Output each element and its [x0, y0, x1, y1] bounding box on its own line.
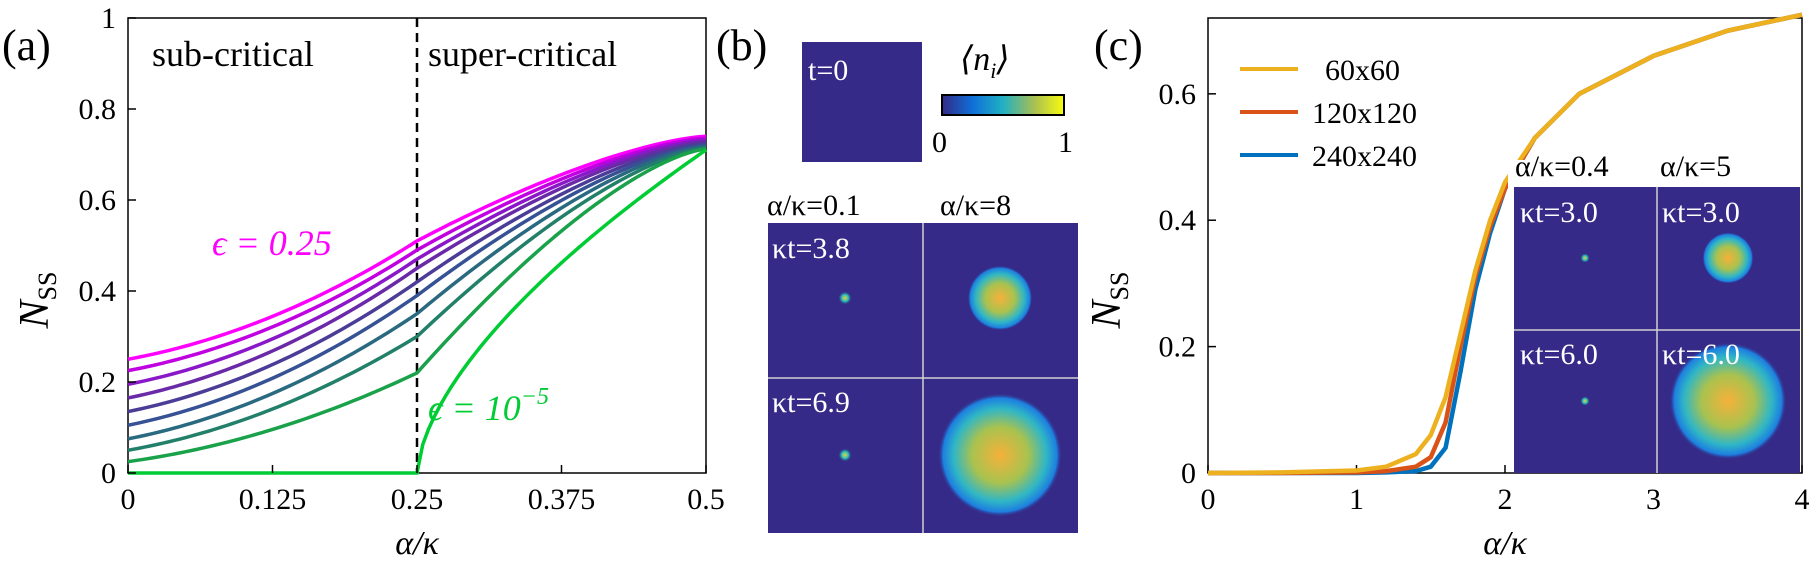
legend-label-240: 240x240 — [1312, 140, 1417, 173]
c-xtick-label-2: 2 — [1498, 483, 1513, 516]
a-series-6 — [127, 145, 707, 441]
a-series-4 — [127, 141, 707, 414]
super-critical-label: super-critical — [428, 34, 617, 74]
b-spot-low-early — [838, 291, 852, 305]
a-xtick-label-1: 0.125 — [239, 483, 307, 516]
inset-title-bg — [1508, 160, 1668, 190]
panel-a-ticks: 0 0.125 0.25 0.375 0.5 0 0.2 0.4 0.6 0.8 1 — [79, 2, 725, 516]
a-series-8 — [127, 147, 707, 464]
a-series-3 — [127, 140, 707, 400]
a-xtick-label-0: 0 — [121, 483, 136, 516]
c-spot-high-late — [1669, 342, 1787, 460]
a-ytick-label-2: 0.4 — [79, 275, 117, 308]
legend-label-120: 120x120 — [1312, 97, 1417, 130]
c-ytick-label-2: 0.4 — [1159, 204, 1197, 237]
colorbar-min: 0 — [932, 126, 947, 159]
panel-b: (b) t=0 ⟨ni⟩ 0 1 α/κ=0.1 α/κ=8 κt=3.8 κt… — [716, 21, 1078, 533]
legend: 60x60 120x120 240x240 — [1240, 54, 1417, 173]
sub-critical-label: sub-critical — [152, 34, 314, 74]
c-inset-bl: κt=6.0 — [1520, 338, 1598, 371]
a-series-1 — [127, 136, 707, 373]
c-inset-col-left: α/κ=0.4 — [1515, 150, 1609, 183]
c-ytick-label-0: 0 — [1181, 457, 1196, 490]
panel-c: (c) 0 1 2 3 4 0 0.2 0.4 0.6 60x60 120x120 240x24… — [1084, 12, 1810, 562]
c-xtick-label-3: 3 — [1646, 483, 1661, 516]
b-spot-low-late — [838, 448, 852, 462]
t0-heatmap — [802, 42, 922, 162]
b-col-right-title: α/κ=8 — [940, 189, 1011, 222]
c-inset-col-right: α/κ=5 — [1660, 150, 1731, 183]
b-spot-high-early — [967, 265, 1033, 331]
a-ytick-label-1: 0.2 — [79, 366, 117, 399]
a-xtick-label-3: 0.375 — [528, 483, 596, 516]
c-inset-tr: κt=3.0 — [1662, 196, 1740, 229]
panel-c-curves — [1207, 12, 1803, 476]
a-series-7 — [127, 146, 707, 452]
b-spot-high-late — [938, 393, 1062, 517]
a-ytick-label-3: 0.6 — [79, 184, 117, 217]
a-xtick-label-2: 0.25 — [391, 483, 444, 516]
colorbar — [941, 94, 1065, 116]
a-series-0 — [127, 134, 707, 361]
c-inset-br: κt=6.0 — [1662, 338, 1740, 371]
panel-a-ylabel: NSS — [12, 272, 62, 330]
panel-a-curves — [127, 134, 707, 475]
b-row-bottom-label: κt=6.9 — [772, 386, 850, 419]
b-col-left-title: α/κ=0.1 — [767, 189, 861, 222]
colorbar-max: 1 — [1058, 126, 1073, 159]
a-series-5 — [127, 143, 707, 427]
legend-label-60: 60x60 — [1325, 54, 1400, 87]
c-ytick-label-1: 0.2 — [1159, 331, 1197, 364]
a-xtick-label-4: 0.5 — [687, 483, 725, 516]
panel-a: (a) sub-critical super-critical 0 0.125 0.… — [2, 2, 725, 562]
panel-c-label: (c) — [1094, 21, 1143, 70]
c-spot-low-late — [1580, 396, 1590, 406]
panel-a-xlabel: α/κ — [395, 525, 439, 562]
a-ytick-label-5: 1 — [101, 2, 116, 35]
c-xtick-label-4: 4 — [1795, 483, 1810, 516]
t0-label: t=0 — [808, 54, 848, 87]
c-series-60x60 — [1207, 12, 1803, 476]
c-xtick-label-0: 0 — [1201, 483, 1216, 516]
a-series-2 — [127, 138, 707, 386]
a-ytick-label-4: 0.8 — [79, 93, 117, 126]
panel-b-label: (b) — [716, 21, 767, 70]
panel-c-ticks: 0 1 2 3 4 0 0.2 0.4 0.6 — [1159, 78, 1810, 516]
c-inset-tl: κt=3.0 — [1520, 196, 1598, 229]
panel-a-label: (a) — [2, 21, 51, 70]
a-ytick-label-0: 0 — [101, 457, 116, 490]
c-ytick-label-3: 0.6 — [1159, 78, 1197, 111]
c-spot-high-early — [1702, 232, 1754, 284]
eps-bottom-label: ϵ = 10−5 — [428, 384, 549, 428]
c-xtick-label-1: 1 — [1349, 483, 1364, 516]
eps-top-label: ϵ = 0.25 — [212, 223, 332, 263]
c-spot-low-early — [1580, 253, 1590, 263]
panel-c-xlabel: α/κ — [1483, 525, 1527, 562]
panel-c-ylabel: NSS — [1084, 272, 1134, 330]
b-row-top-label: κt=3.8 — [772, 232, 850, 265]
colorbar-title: ⟨ni⟩ — [960, 41, 1010, 83]
